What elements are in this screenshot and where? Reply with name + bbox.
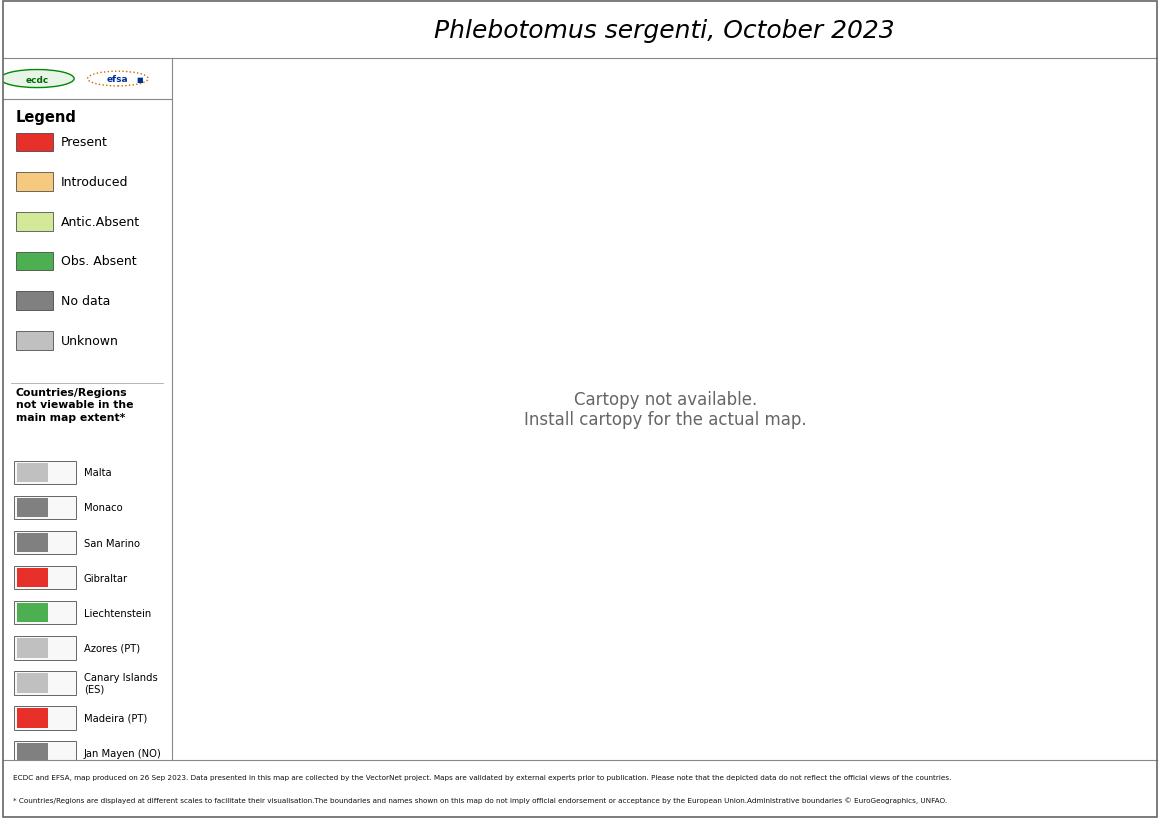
Text: Madeira (PT): Madeira (PT): [84, 713, 147, 723]
FancyBboxPatch shape: [14, 706, 75, 730]
Text: * Countries/Regions are displayed at different scales to facilitate their visual: * Countries/Regions are displayed at dif…: [13, 797, 947, 803]
FancyBboxPatch shape: [17, 533, 48, 553]
Text: Legend: Legend: [15, 110, 77, 124]
Text: Phlebotomus sergenti, October 2023: Phlebotomus sergenti, October 2023: [434, 19, 894, 43]
FancyBboxPatch shape: [15, 332, 53, 350]
Text: Canary Islands
(ES): Canary Islands (ES): [84, 672, 158, 694]
FancyBboxPatch shape: [17, 603, 48, 622]
FancyBboxPatch shape: [17, 498, 48, 518]
Text: Countries/Regions
not viewable in the
main map extent*: Countries/Regions not viewable in the ma…: [15, 387, 133, 423]
FancyBboxPatch shape: [17, 673, 48, 693]
Text: Cartopy not available.
Install cartopy for the actual map.: Cartopy not available. Install cartopy f…: [524, 390, 806, 429]
Circle shape: [0, 70, 74, 88]
FancyBboxPatch shape: [14, 531, 75, 554]
FancyBboxPatch shape: [15, 213, 53, 231]
Text: Antic.Absent: Antic.Absent: [61, 215, 140, 229]
FancyBboxPatch shape: [14, 671, 75, 695]
FancyBboxPatch shape: [15, 173, 53, 192]
Text: ECDC and EFSA, map produced on 26 Sep 2023. Data presented in this map are colle: ECDC and EFSA, map produced on 26 Sep 20…: [13, 774, 951, 781]
FancyBboxPatch shape: [17, 568, 48, 588]
FancyBboxPatch shape: [17, 638, 48, 658]
Text: Unknown: Unknown: [61, 334, 118, 347]
Text: Jan Mayen (NO): Jan Mayen (NO): [84, 748, 161, 758]
Text: Monaco: Monaco: [84, 503, 122, 513]
Text: Azores (PT): Azores (PT): [84, 643, 140, 653]
FancyBboxPatch shape: [14, 741, 75, 765]
FancyBboxPatch shape: [15, 252, 53, 271]
FancyBboxPatch shape: [14, 496, 75, 520]
FancyBboxPatch shape: [14, 461, 75, 485]
Text: San Marino: San Marino: [84, 538, 139, 548]
Text: Liechtenstein: Liechtenstein: [84, 608, 151, 618]
FancyBboxPatch shape: [15, 133, 53, 152]
Text: No data: No data: [61, 295, 110, 308]
FancyBboxPatch shape: [17, 743, 48, 762]
FancyBboxPatch shape: [17, 708, 48, 728]
Text: efsa: efsa: [107, 75, 129, 84]
FancyBboxPatch shape: [14, 601, 75, 625]
FancyBboxPatch shape: [17, 463, 48, 482]
FancyBboxPatch shape: [14, 566, 75, 590]
Text: ■: ■: [137, 76, 143, 83]
FancyBboxPatch shape: [15, 292, 53, 310]
Text: Gibraltar: Gibraltar: [84, 572, 128, 583]
Text: Malta: Malta: [84, 468, 111, 477]
Text: Introduced: Introduced: [61, 176, 129, 189]
Text: Obs. Absent: Obs. Absent: [61, 256, 137, 268]
FancyBboxPatch shape: [14, 636, 75, 659]
Text: ecdc: ecdc: [26, 76, 49, 84]
Text: Present: Present: [61, 136, 108, 149]
